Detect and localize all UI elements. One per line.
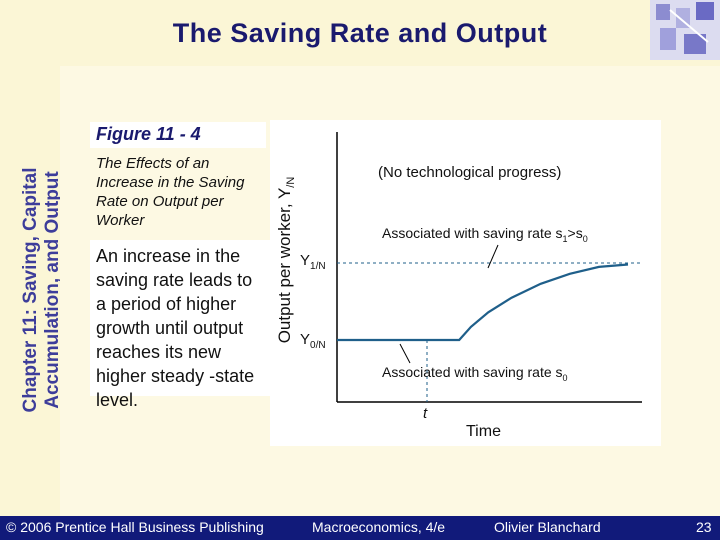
left-sidebar [0, 66, 60, 516]
series-label-low: Associated with saving rate s0 [382, 364, 568, 383]
footer-author: Olivier Blanchard [494, 519, 601, 535]
y-axis-label-main: Output per worker, Y [275, 188, 294, 344]
y-axis-label: Output per worker, Y/N [275, 177, 297, 344]
chart-note: (No technological progress) [378, 164, 561, 181]
figure-description: An increase in the saving rate leads to … [90, 240, 270, 410]
x-axis-label: Time [466, 423, 501, 440]
y-axis-label-sub: /N [285, 177, 297, 188]
figure-caption: The Effects of an Increase in the Saving… [96, 155, 245, 229]
series-label-high-pointer [487, 244, 499, 269]
figure-label: Figure 11 - 4 [90, 122, 266, 148]
header-band [0, 0, 720, 66]
slide-title: The Saving Rate and Output [172, 18, 548, 48]
chart-panel: Output per worker, Y/N (No technological… [270, 120, 661, 446]
footer-book: Macroeconomics, 4/e [312, 519, 446, 535]
footer-page: 23 [696, 519, 712, 535]
t-label: t [423, 405, 428, 422]
series-label-low-pointer [399, 343, 411, 364]
chart-svg: Output per worker, Y/N (No technological… [275, 132, 642, 440]
logo-icon [650, 0, 720, 60]
series-label-high: Associated with saving rate s1>s0 [382, 225, 588, 244]
footer-copyright: © 2006 Prentice Hall Business Publishing [6, 519, 264, 535]
y-low-label: Y0/N [300, 331, 326, 351]
series-line [337, 263, 629, 342]
footer-bar [0, 516, 720, 540]
y-high-label: Y1/N [300, 252, 326, 272]
